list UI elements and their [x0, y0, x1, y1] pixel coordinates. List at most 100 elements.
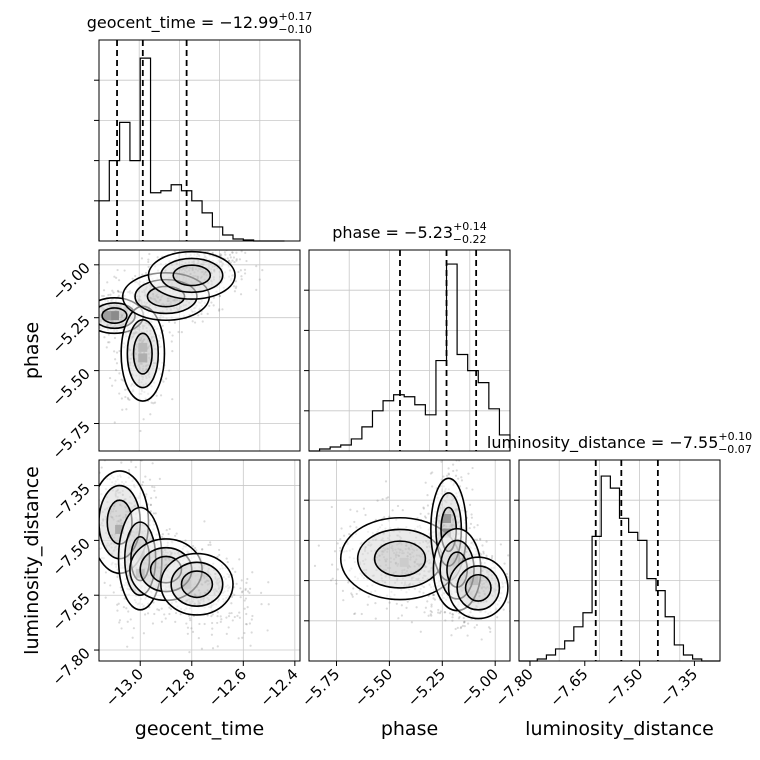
sample-point: [431, 471, 434, 474]
sample-point: [243, 631, 246, 635]
sample-point: [124, 395, 127, 399]
sample-point: [429, 472, 433, 475]
sample-point: [142, 418, 145, 421]
sample-point: [447, 473, 451, 476]
sample-point: [261, 268, 264, 272]
sample-point: [109, 293, 112, 296]
sample-point: [211, 251, 214, 255]
sample-point: [216, 621, 219, 625]
sample-point: [171, 349, 174, 353]
sample-point: [342, 599, 345, 602]
sample-point: [96, 338, 98, 340]
sample-point: [152, 402, 155, 405]
sample-point: [130, 460, 133, 463]
sample-point: [151, 622, 155, 625]
sample-point: [426, 600, 429, 603]
sample-point: [89, 523, 91, 525]
sample-point: [248, 591, 251, 594]
sample-point: [459, 626, 462, 630]
sample-point: [437, 608, 440, 612]
sample-point: [228, 612, 231, 615]
sample-point: [452, 469, 455, 473]
phase-vs-geocent_time: −5.00 −5.25 −5.50 −5.75 phase: [21, 242, 301, 463]
sample-point: [117, 290, 121, 293]
sample-point: [348, 532, 351, 536]
sample-point: [246, 577, 249, 581]
sample-point: [93, 328, 95, 330]
histogram-bin: [372, 411, 383, 451]
x-axis-label: phase: [381, 718, 438, 740]
sample-point: [211, 621, 214, 625]
sample-point: [206, 312, 209, 315]
sample-point: [468, 503, 472, 506]
sample-point: [76, 304, 78, 306]
sample-point: [127, 398, 130, 401]
x-tick-label: −5.50: [351, 665, 396, 710]
histogram-bin: [151, 193, 161, 241]
sample-point: [405, 606, 408, 609]
sample-point: [381, 498, 384, 501]
sample-point: [267, 603, 270, 606]
sample-point: [383, 516, 386, 519]
sample-point: [400, 614, 404, 617]
sample-point: [181, 244, 183, 246]
sample-point: [180, 331, 183, 334]
sample-point: [171, 398, 174, 401]
sample-point: [150, 401, 153, 404]
histogram-step: [309, 263, 511, 452]
sample-point: [219, 620, 222, 623]
histogram-step: [519, 475, 720, 662]
sample-point: [431, 485, 434, 488]
sample-point: [362, 507, 366, 510]
sample-point: [231, 251, 234, 254]
sample-point: [480, 638, 483, 641]
sample-point: [96, 323, 98, 325]
sample-point: [339, 546, 342, 550]
sample-point: [236, 614, 239, 617]
sample-point: [468, 526, 471, 530]
sample-point: [92, 469, 94, 471]
sample-point: [208, 304, 211, 307]
sample-point: [185, 242, 187, 244]
sample-point: [238, 258, 242, 261]
histogram-title: phase = −5.23+0.14 −0.22: [332, 220, 487, 246]
sample-point: [216, 611, 219, 614]
sample-point: [116, 268, 119, 272]
sample-point: [447, 467, 450, 470]
x-tick-label: −5.00: [457, 665, 502, 710]
sample-point: [227, 259, 231, 263]
sample-point: [496, 616, 499, 619]
sample-point: [88, 303, 90, 305]
sample-point: [451, 613, 454, 616]
sample-point: [101, 294, 104, 298]
contour-line: [132, 332, 153, 375]
sample-point: [91, 312, 93, 314]
sample-point: [146, 612, 150, 615]
sample-point: [115, 362, 119, 365]
sample-point: [232, 256, 236, 259]
sample-point: [157, 609, 161, 612]
sample-point: [108, 341, 111, 344]
sample-point: [352, 587, 355, 590]
sample-point: [415, 606, 418, 609]
sample-point: [151, 485, 154, 488]
sample-point: [92, 551, 94, 553]
sample-point: [134, 274, 137, 278]
sample-point: [144, 475, 147, 478]
x-tick-label: −13.0: [102, 665, 147, 710]
sample-point: [235, 285, 238, 288]
sample-point: [355, 592, 358, 596]
sample-point: [349, 525, 352, 528]
sample-point: [118, 392, 121, 395]
sample-point: [118, 619, 122, 622]
histogram-bin: [620, 518, 629, 661]
sample-point: [207, 543, 210, 547]
sample-point: [240, 591, 244, 594]
sample-point: [219, 253, 222, 256]
sample-point: [171, 334, 174, 337]
sample-point: [170, 340, 173, 343]
sample-point: [482, 552, 485, 555]
luminosity-histogram-x-axis: −7.80 −7.65 −7.50 −7.35 luminosity_distance: [492, 661, 714, 740]
sample-point: [485, 540, 488, 543]
sample-point: [234, 286, 237, 290]
